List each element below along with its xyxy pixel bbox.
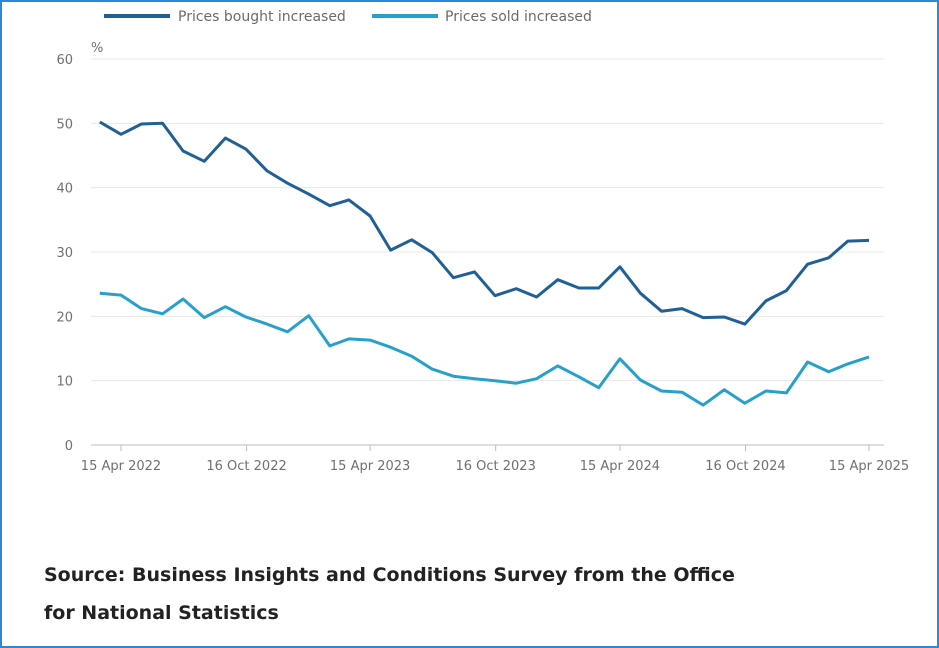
y-tick-label: 20	[56, 310, 73, 325]
x-tick-label: 15 Apr 2022	[81, 459, 161, 474]
source-note: Source: Business Insights and Conditions…	[44, 564, 735, 624]
y-tick-label: 40	[56, 182, 73, 197]
legend: Prices bought increased Prices sold incr…	[104, 9, 592, 25]
y-tick-label: 50	[56, 117, 73, 132]
y-tick-label: 10	[56, 375, 73, 390]
x-tick-label: 15 Apr 2024	[580, 459, 660, 474]
y-tick-label: 30	[56, 246, 73, 261]
x-tick-label: 15 Apr 2023	[330, 459, 410, 474]
x-tick-label: 16 Oct 2023	[455, 459, 535, 474]
x-tick-label: 16 Oct 2024	[705, 459, 785, 474]
series-line-bought	[99, 120, 870, 326]
legend-label-bought: Prices bought increased	[178, 9, 346, 25]
y-tick-label: 60	[56, 53, 73, 68]
y-tick-label: 0	[65, 439, 73, 454]
y-axis-unit: %	[91, 41, 103, 56]
line-chart: Prices bought increased Prices sold incr…	[56, 9, 909, 474]
x-tick-label: 16 Oct 2022	[206, 459, 286, 474]
legend-label-sold: Prices sold increased	[445, 9, 592, 25]
x-tick-label: 15 Apr 2025	[829, 459, 909, 474]
series-line-sold	[99, 291, 870, 407]
